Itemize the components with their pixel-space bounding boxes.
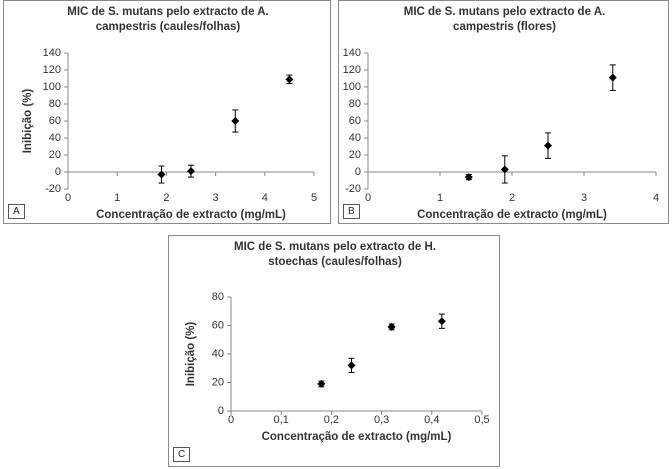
chart: -20 0 20 40 60 80 100 120 140 0 1 2 3 4 5 Concentração …: [22, 47, 317, 221]
x-tick-label: 0,3: [374, 414, 389, 426]
chart-title: MIC de S. mutans pelo extracto de A. cam…: [67, 6, 269, 33]
y-tick-label: 60: [212, 319, 224, 331]
x-tick-label: 4: [653, 192, 659, 204]
panel-label: C: [173, 447, 191, 462]
x-tick-label: 0: [228, 414, 234, 426]
data-point: [437, 317, 446, 326]
y-tick-label: 40: [349, 132, 361, 144]
x-tick-label: 0,1: [274, 414, 289, 426]
chart: -20 0 20 40 60 80 100 120 140 0 1 2 3 4 Concentração d…: [343, 47, 659, 221]
y-tick-label: 120: [43, 64, 61, 76]
y-tick-label: 0: [355, 166, 361, 178]
chart-panel: MIC de S. mutans pelo extracto de H. sto…: [168, 235, 500, 467]
x-axis-label: Concentração de extracto (mg/mL): [417, 209, 607, 221]
data-point: [464, 173, 473, 182]
x-tick-label: 5: [311, 192, 317, 204]
y-tick-label: 40: [49, 132, 61, 144]
panel-label: A: [8, 204, 25, 219]
panel-label: B: [343, 204, 360, 219]
data-point: [157, 170, 166, 179]
chart: 0 20 40 60 80 0 0,1 0,2 0,3 0,4 0,5 Concentração de…: [185, 291, 490, 443]
y-tick-label: 80: [49, 98, 61, 110]
y-tick-label: 0: [55, 166, 61, 178]
chart-title: MIC de S. mutans pelo extracto de A. cam…: [403, 6, 606, 33]
x-tick-label: 1: [437, 192, 443, 204]
y-tick-label: 40: [212, 348, 224, 360]
x-axis-label: Concentração de extracto (mg/mL): [262, 431, 452, 443]
x-tick-label: 2: [163, 192, 169, 204]
y-tick-label: 60: [49, 115, 61, 127]
x-axis-label: Concentração de extracto (mg/mL): [96, 209, 286, 221]
chart-panel: MIC de S. mutans pelo extracto de A. cam…: [338, 0, 669, 224]
data-point: [500, 165, 509, 174]
y-tick-label: 140: [43, 47, 61, 59]
y-axis-label: Inibição (%): [185, 322, 197, 387]
y-tick-label: -20: [45, 183, 61, 195]
x-tick-label: 3: [213, 192, 219, 204]
y-tick-label: -20: [345, 183, 361, 195]
x-tick-label: 0,2: [324, 414, 339, 426]
data-point: [608, 73, 617, 82]
x-tick-label: 2: [509, 192, 515, 204]
chart-title: MIC de S. mutans pelo extracto de H. sto…: [234, 241, 436, 268]
y-axis-label: Inibição (%): [22, 89, 34, 154]
x-tick-label: 0,4: [424, 414, 439, 426]
y-tick-label: 20: [212, 376, 224, 388]
data-point: [231, 117, 240, 125]
x-tick-label: 0: [65, 192, 71, 204]
y-tick-label: 100: [343, 81, 361, 93]
chart-panel: MIC de S. mutans pelo extracto de A. cam…: [3, 0, 331, 224]
y-tick-label: 80: [212, 291, 224, 303]
x-tick-label: 4: [262, 192, 268, 204]
x-tick-label: 0,5: [474, 414, 489, 426]
y-tick-label: 20: [349, 149, 361, 161]
data-point: [347, 361, 356, 370]
y-tick-label: 60: [349, 115, 361, 127]
x-tick-label: 0: [365, 192, 371, 204]
y-tick-label: 0: [218, 405, 224, 417]
y-tick-label: 20: [49, 149, 61, 161]
data-point: [285, 75, 294, 84]
data-point: [317, 379, 326, 388]
y-tick-label: 80: [349, 98, 361, 110]
y-tick-label: 120: [343, 64, 361, 76]
y-tick-label: 140: [343, 47, 361, 59]
x-tick-label: 1: [114, 192, 120, 204]
x-tick-label: 3: [581, 192, 587, 204]
data-point: [387, 322, 396, 331]
y-tick-label: 100: [43, 81, 61, 93]
data-point: [544, 141, 552, 150]
data-point: [187, 167, 195, 176]
